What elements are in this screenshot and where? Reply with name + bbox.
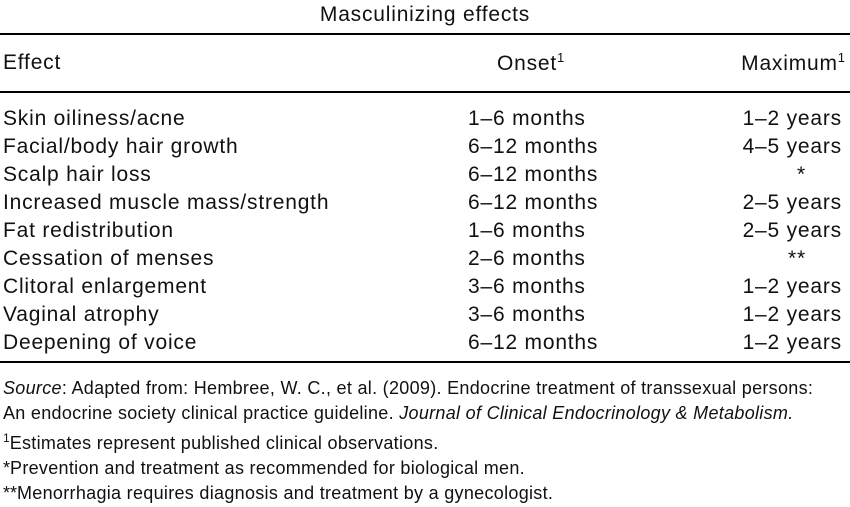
column-header-effect-label: Effect <box>3 51 62 74</box>
cell-effect: Facial/body hair growth <box>3 135 239 158</box>
table-row: Deepening of voice 6–12 months 1–2 years <box>0 329 850 362</box>
cell-onset: 1–6 months <box>468 107 586 130</box>
table-row: Fat redistribution 1–6 months 2–5 years <box>0 217 850 245</box>
table-title: Masculinizing effects <box>319 3 531 26</box>
table-row: Skin oiliness/acne 1–6 months 1–2 years <box>0 92 850 133</box>
cell-effect: Skin oiliness/acne <box>3 107 186 130</box>
cell-maximum: 1–2 years <box>742 303 842 326</box>
cell-onset: 6–12 months <box>468 163 599 186</box>
cell-effect: Increased muscle mass/strength <box>3 191 330 214</box>
source-note-line-1: Source: Adapted from: Hembree, W. C., et… <box>3 376 847 401</box>
cell-maximum: 2–5 years <box>742 191 842 214</box>
footnote-text: Estimates represent published clinical o… <box>9 433 439 453</box>
table-row: Clitoral enlargement 3–6 months 1–2 year… <box>0 273 850 301</box>
column-header-maximum: Maximum1 <box>666 34 850 92</box>
cell-effect: Vaginal atrophy <box>3 303 160 326</box>
onset-footnote-marker: 1 <box>557 50 565 65</box>
cell-maximum-double-asterisk: ** <box>788 247 806 270</box>
cell-onset: 6–12 months <box>468 331 599 354</box>
source-text: : Adapted from: Hembree, W. C., et al. (… <box>61 378 814 398</box>
cell-maximum: 1–2 years <box>742 107 842 130</box>
cell-maximum: 2–5 years <box>742 219 842 242</box>
maximum-footnote-marker: 1 <box>837 50 845 65</box>
cell-onset: 1–6 months <box>468 219 586 242</box>
source-label: Source <box>3 378 62 398</box>
footnote-marker-asterisk: * <box>3 458 11 478</box>
table-row: Vaginal atrophy 3–6 months 1–2 years <box>0 301 850 329</box>
cell-effect: Clitoral enlargement <box>3 275 207 298</box>
table-row: Facial/body hair growth 6–12 months 4–5 … <box>0 133 850 161</box>
column-header-effect: Effect <box>0 34 466 92</box>
cell-maximum: 1–2 years <box>742 275 842 298</box>
footnote-marker-double-asterisk: ** <box>3 483 18 503</box>
footnote-double-asterisk: **Menorrhagia requires diagnosis and tre… <box>3 481 847 506</box>
table-header: Effect Onset1 Maximum1 <box>0 34 850 92</box>
cell-onset: 3–6 months <box>468 275 586 298</box>
cell-effect: Scalp hair loss <box>3 163 152 186</box>
column-header-maximum-label: Maximum <box>741 52 838 75</box>
table-row: Cessation of menses 2–6 months ** <box>0 245 850 273</box>
table-row: Scalp hair loss 6–12 months * <box>0 161 850 189</box>
journal-name: Journal of Clinical Endocrinology & Meta… <box>399 403 794 423</box>
footnote-estimates: 1Estimates represent published clinical … <box>3 426 847 456</box>
source-note-line-2: An endocrine society clinical practice g… <box>3 401 847 426</box>
table-footer: Source: Adapted from: Hembree, W. C., et… <box>0 363 850 506</box>
cell-onset: 6–12 months <box>468 135 599 158</box>
cell-effect: Cessation of menses <box>3 247 215 270</box>
source-text-continued: An endocrine society clinical practice g… <box>3 403 400 423</box>
cell-maximum: 4–5 years <box>742 135 842 158</box>
cell-maximum-asterisk: * <box>797 163 806 186</box>
table-body: Skin oiliness/acne 1–6 months 1–2 years … <box>0 92 850 362</box>
cell-onset: 6–12 months <box>468 191 599 214</box>
footnote-text: Prevention and treatment as recommended … <box>10 458 525 478</box>
column-header-onset: Onset1 <box>466 34 666 92</box>
footnote-asterisk: *Prevention and treatment as recommended… <box>3 456 847 481</box>
cell-onset: 3–6 months <box>468 303 586 326</box>
cell-effect: Fat redistribution <box>3 219 174 242</box>
column-header-onset-label: Onset <box>497 52 558 75</box>
cell-effect: Deepening of voice <box>3 331 198 354</box>
footnote-marker-1: 1 <box>3 431 10 445</box>
header-row: Effect Onset1 Maximum1 <box>0 34 850 92</box>
table-row: Increased muscle mass/strength 6–12 mont… <box>0 189 850 217</box>
cell-maximum: 1–2 years <box>742 331 842 354</box>
footnote-text: Menorrhagia requires diagnosis and treat… <box>17 483 554 503</box>
effects-table: Effect Onset1 Maximum1 Skin oiliness/acn… <box>0 33 850 363</box>
cell-onset: 2–6 months <box>468 247 586 270</box>
